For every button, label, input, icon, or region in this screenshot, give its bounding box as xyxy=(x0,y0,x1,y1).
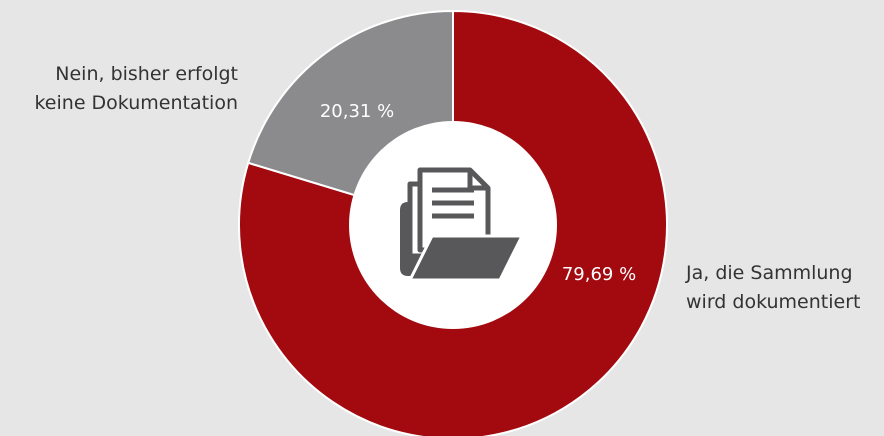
document-line-3 xyxy=(432,213,474,219)
value-label-ja: 79,69 % xyxy=(562,264,636,285)
slice-ja xyxy=(238,9,668,436)
document-line-2 xyxy=(432,200,474,206)
value-label-nein: 20,31 % xyxy=(320,101,394,122)
legend-label-yes-line-2: wird dokumentiert xyxy=(686,291,861,313)
legend-label-no: Nein, bisher erfolgt keine Dokumentation xyxy=(34,60,238,118)
document-line-1 xyxy=(432,187,474,193)
legend-label-yes-line-1: Ja, die Sammlung xyxy=(686,262,853,284)
legend-label-no-line-1: Nein, bisher erfolgt xyxy=(55,63,238,85)
document-folder-icon xyxy=(400,167,524,282)
folder-front-shape xyxy=(408,234,524,282)
value-labels-layer: 79,69 % 20,31 % xyxy=(320,101,636,285)
legend-label-no-line-2: keine Dokumentation xyxy=(34,92,238,114)
legend-label-yes: Ja, die Sammlung wird dokumentiert xyxy=(686,259,860,317)
